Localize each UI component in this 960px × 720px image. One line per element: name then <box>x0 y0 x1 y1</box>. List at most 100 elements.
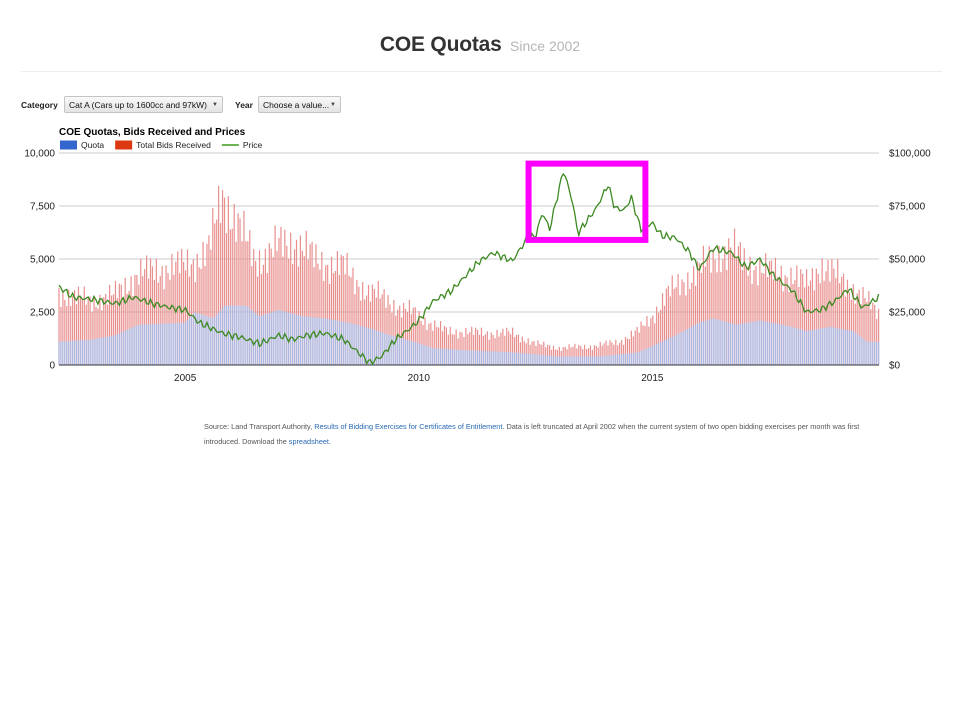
bids-bar <box>704 266 706 365</box>
bids-bar <box>819 283 821 365</box>
bids-bar <box>130 276 132 365</box>
quota-bar <box>870 341 872 365</box>
quota-bar <box>393 336 395 365</box>
quota-bar <box>656 343 658 365</box>
quota-bar <box>872 341 874 365</box>
bids-bar <box>202 241 204 365</box>
bids-bar <box>510 334 512 365</box>
quota-bar <box>860 336 862 365</box>
left-axis-tick: 7,500 <box>30 202 55 213</box>
bids-bar <box>87 297 89 365</box>
quota-bar <box>441 348 444 365</box>
bids-bar <box>804 287 806 365</box>
bids-bar <box>669 296 671 365</box>
quota-bar <box>852 331 854 365</box>
quota-bar <box>611 355 613 365</box>
quota-bar <box>747 322 749 365</box>
spreadsheet-link[interactable]: spreadsheet <box>288 437 329 446</box>
quota-bar <box>266 313 268 365</box>
quota-bar <box>702 321 705 365</box>
quota-bar <box>311 317 313 365</box>
bids-bar <box>350 277 352 365</box>
quota-bar <box>103 337 105 365</box>
bids-bar <box>599 341 601 365</box>
bids-bar <box>578 344 580 365</box>
bids-bar <box>611 342 613 365</box>
quota-bar <box>712 318 714 365</box>
bids-bar <box>412 307 414 365</box>
quota-bar <box>358 325 360 365</box>
quota-bar <box>523 353 525 365</box>
category-select[interactable]: Cat A (Cars up to 1600cc and 97kW) ▼ <box>64 96 223 113</box>
quota-bar <box>406 339 409 365</box>
quota-bar <box>198 313 200 365</box>
quota-bar <box>768 322 771 365</box>
quota-bar <box>582 356 584 365</box>
highlight-rect <box>525 160 649 243</box>
bids-bar <box>282 256 284 365</box>
bids-bar <box>584 344 586 365</box>
quota-bar <box>321 318 323 365</box>
bids-bar <box>399 305 401 365</box>
source-prefix: Source: Land Transport Authority, <box>204 422 313 431</box>
category-label: Category <box>21 100 58 110</box>
quota-bar <box>469 350 471 365</box>
quota-bar <box>184 322 187 365</box>
quota-bar <box>171 323 173 365</box>
bids-bar <box>659 309 662 365</box>
bids-bar <box>182 261 185 365</box>
bids-bar <box>249 230 251 365</box>
quota-bar <box>95 338 97 365</box>
bids-bar <box>408 300 411 365</box>
quota-bar <box>60 341 62 365</box>
quota-bar <box>589 356 592 365</box>
quota-bar <box>327 318 329 365</box>
bids-bar <box>589 345 592 365</box>
bids-bar <box>790 267 792 365</box>
bids-bar <box>208 235 210 365</box>
quota-bar <box>290 313 292 365</box>
bids-bar <box>389 304 391 365</box>
bids-bar <box>632 336 634 365</box>
bids-bar <box>459 331 461 365</box>
quota-bar <box>848 330 851 365</box>
bids-bar <box>558 346 560 365</box>
bids-bar <box>548 345 551 365</box>
year-select[interactable]: Choose a value... ▼ <box>258 96 341 113</box>
quota-bar <box>844 329 847 365</box>
bids-bar <box>642 325 644 365</box>
quota-bar <box>706 320 708 365</box>
bids-bar <box>504 335 506 365</box>
quota-bar <box>369 328 372 365</box>
quota-bar <box>743 323 745 365</box>
quota-bar <box>533 354 535 365</box>
quota-bar <box>480 350 483 365</box>
lta-results-link[interactable]: Results of Bidding Exercises for Certifi… <box>314 422 503 431</box>
bids-bar <box>874 304 876 365</box>
quota-bar <box>739 324 741 365</box>
quota-bar <box>130 328 132 365</box>
bids-bar <box>679 295 681 365</box>
bids-bar <box>878 308 880 365</box>
bids-bar <box>778 279 780 365</box>
quota-bar <box>525 353 527 365</box>
bids-bar <box>868 291 870 365</box>
quota-bar <box>648 347 650 365</box>
bids-bar <box>517 334 520 365</box>
bids-bar <box>253 249 255 365</box>
bids-bar <box>786 277 788 365</box>
quota-bar <box>731 323 734 365</box>
quota-bar <box>243 305 245 365</box>
header-divider <box>21 71 942 72</box>
quota-bar <box>700 321 703 365</box>
bids-bars <box>58 185 880 365</box>
bids-bar <box>831 259 833 365</box>
bids-bar <box>58 287 60 365</box>
quota-bar <box>638 351 640 365</box>
quota-bar <box>455 349 457 365</box>
quota-bar <box>305 316 307 365</box>
quota-bar <box>866 341 868 365</box>
bids-bar <box>866 301 868 365</box>
bids-bar <box>99 294 101 365</box>
bids-bar <box>626 338 629 365</box>
